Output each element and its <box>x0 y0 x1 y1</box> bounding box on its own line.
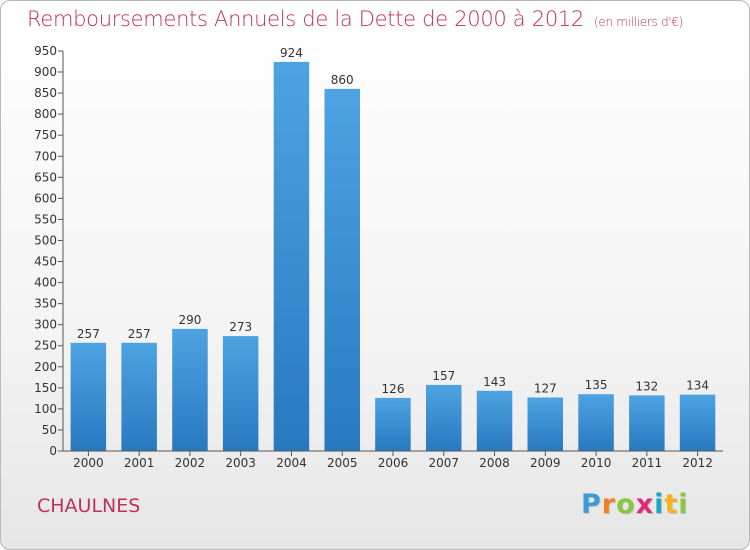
y-tick-label: 700 <box>34 149 57 163</box>
y-axis: 0 50 100 150 200 250 300 350 400 450 500 550 600 650 7… <box>34 44 64 458</box>
bar-value-label: 257 <box>77 327 100 341</box>
x-tick-label: 2008 <box>479 456 510 470</box>
chart-title-text: Remboursements Annuels de la Dette de 20… <box>27 7 584 31</box>
bar-value-label: 135 <box>585 378 608 392</box>
chart-unit-label: (en milliers d'€) <box>594 15 684 29</box>
bar-value-label: 143 <box>483 375 506 389</box>
y-tick-label: 400 <box>34 276 57 290</box>
bar-value-label: 290 <box>178 313 201 327</box>
x-tick-label: 2002 <box>175 456 206 470</box>
bars: 257 257 290 273 924 860 126 157 143 127 135 132 134 <box>70 46 716 452</box>
bar-value-label: 134 <box>686 379 709 393</box>
x-tick-label: 2012 <box>682 456 713 470</box>
y-tick-label: 600 <box>34 191 57 205</box>
logo-letter: x <box>635 489 655 520</box>
bar <box>426 384 462 451</box>
bar <box>527 397 563 451</box>
x-tick-label: 2001 <box>124 456 155 470</box>
y-tick-label: 350 <box>34 297 57 311</box>
bar <box>629 395 665 451</box>
bar-value-label: 257 <box>128 327 151 341</box>
x-tick-label: 2007 <box>428 456 459 470</box>
x-tick-label: 2009 <box>530 456 561 470</box>
logo-letter: i <box>654 489 665 520</box>
bar <box>578 394 614 451</box>
x-tick-label: 2004 <box>276 456 307 470</box>
bar <box>324 88 360 452</box>
chart-title: Remboursements Annuels de la Dette de 20… <box>27 7 683 31</box>
bar <box>273 61 310 452</box>
y-tick-label: 500 <box>34 233 57 247</box>
logo-letter: o <box>616 489 636 520</box>
town-name: CHAULNES <box>37 495 141 517</box>
bar-value-label: 860 <box>331 73 354 87</box>
bar <box>222 336 259 451</box>
bar-value-label: 126 <box>382 382 405 396</box>
x-tick-label: 2011 <box>632 456 663 470</box>
y-tick-label: 450 <box>34 255 57 269</box>
y-tick-label: 300 <box>34 318 57 332</box>
bar-value-label: 127 <box>534 382 557 396</box>
y-tick-label: 100 <box>34 402 57 416</box>
y-tick-label: 750 <box>34 128 57 142</box>
bar-value-label: 132 <box>635 379 658 393</box>
y-tick-label: 650 <box>34 170 57 184</box>
bar <box>375 397 411 451</box>
y-tick-label: 950 <box>34 44 57 58</box>
logo-letter: r <box>601 489 617 520</box>
bar <box>679 394 716 451</box>
bar-value-label: 924 <box>280 46 303 60</box>
x-axis: 2000 2001 2002 2003 2004 2005 2006 2007 2008 2009… <box>63 450 723 470</box>
x-tick-label: 2003 <box>225 456 256 470</box>
logo-letter: P <box>581 489 602 520</box>
bar <box>121 342 157 451</box>
x-tick-label: 2010 <box>581 456 612 470</box>
y-tick-label: 800 <box>34 107 57 121</box>
bar <box>172 328 208 451</box>
y-tick-label: 550 <box>34 212 57 226</box>
y-tick-label: 0 <box>49 444 57 458</box>
y-tick-label: 250 <box>34 339 57 353</box>
y-tick-label: 900 <box>34 65 57 79</box>
x-tick-label: 2005 <box>327 456 358 470</box>
proxiti-logo: Proxiti <box>581 489 689 520</box>
bar-value-label: 157 <box>432 369 455 383</box>
y-tick-label: 50 <box>42 423 57 437</box>
bar <box>476 390 513 451</box>
x-tick-label: 2006 <box>378 456 409 470</box>
logo-letter: i <box>678 489 689 520</box>
y-tick-label: 150 <box>34 381 57 395</box>
y-tick-label: 850 <box>34 86 57 100</box>
logo-letter: t <box>664 489 679 520</box>
x-tick-label: 2000 <box>73 456 104 470</box>
bar-value-label: 273 <box>229 320 252 334</box>
y-tick-label: 200 <box>34 360 57 374</box>
bar <box>70 342 107 451</box>
